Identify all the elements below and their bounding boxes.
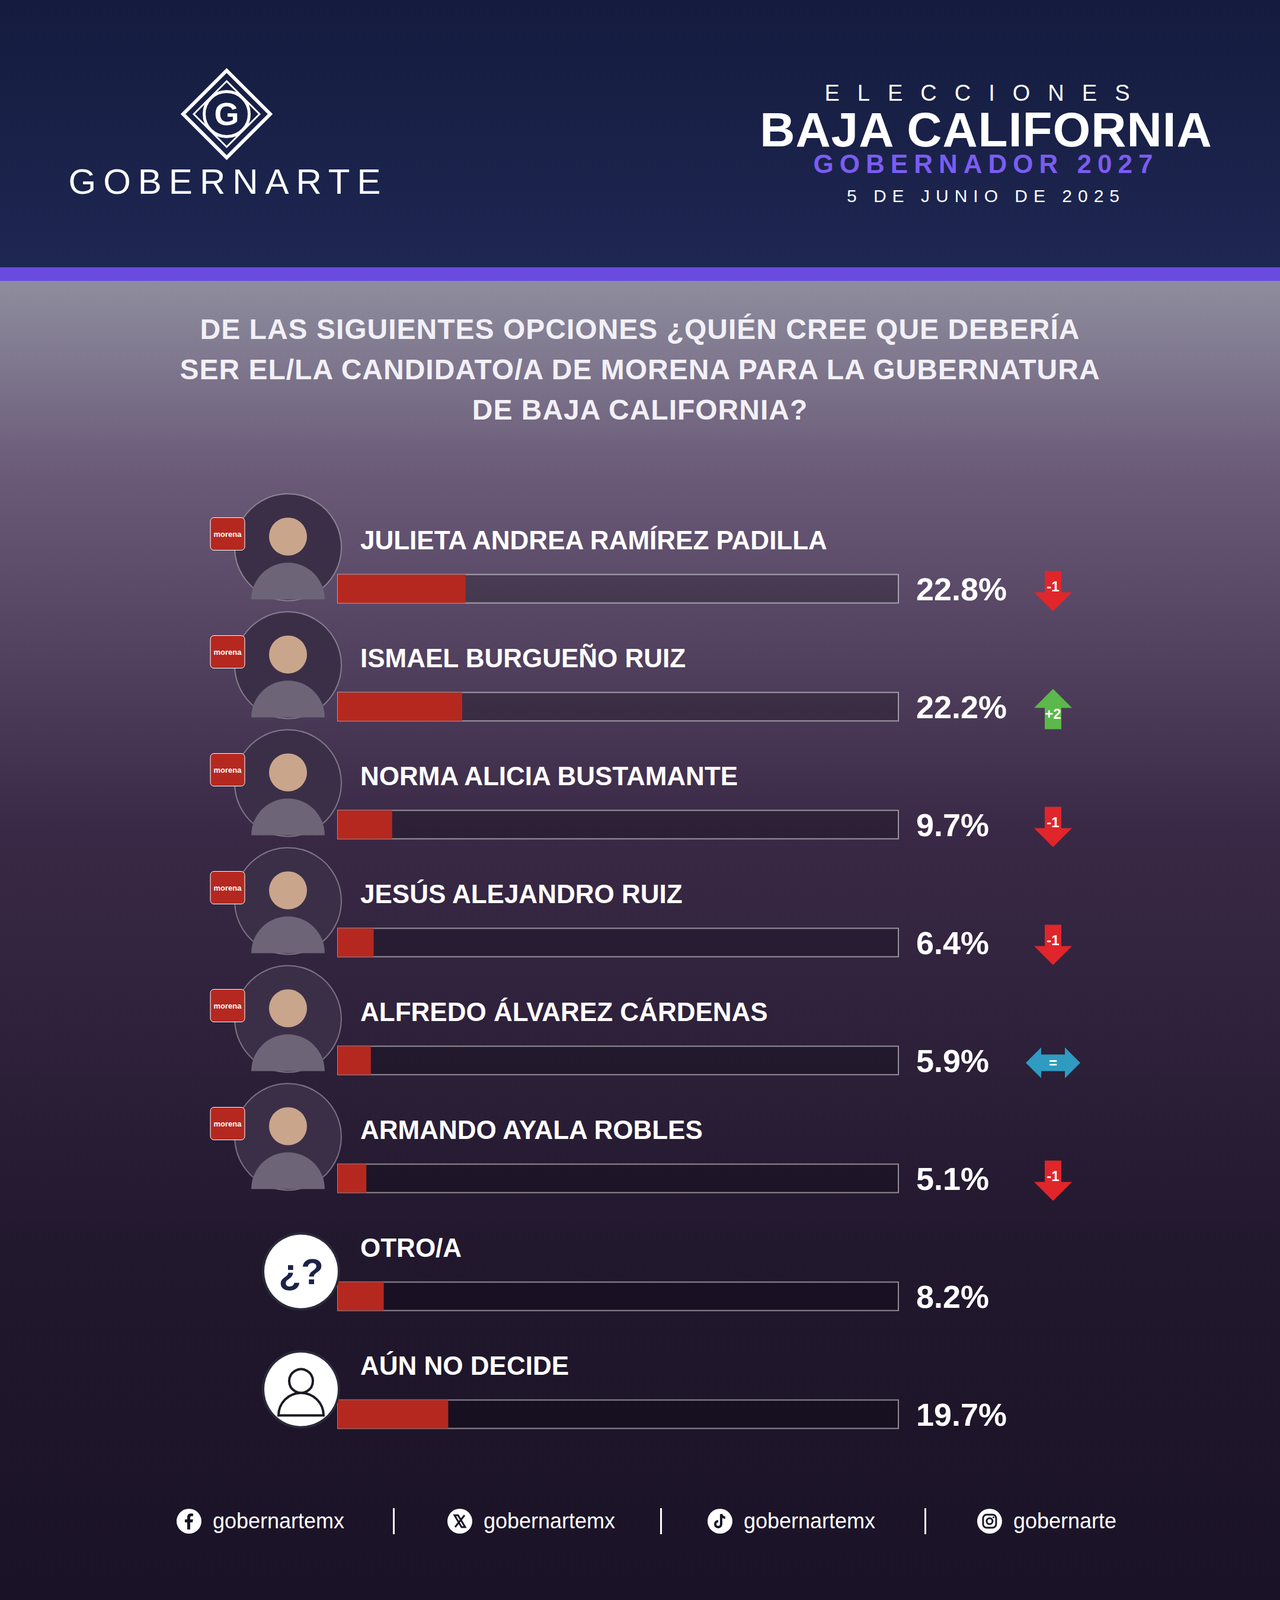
svg-text:morena: morena xyxy=(213,529,243,539)
svg-text:-1: -1 xyxy=(1046,1168,1059,1184)
svg-text:+2: +2 xyxy=(1044,705,1061,722)
svg-text:morena: morena xyxy=(213,765,243,775)
svg-text:¿?: ¿? xyxy=(278,1250,324,1292)
svg-text:morena: morena xyxy=(213,883,243,893)
svg-text:ALFREDO ÁLVAREZ CÁRDENAS: ALFREDO ÁLVAREZ CÁRDENAS xyxy=(360,997,768,1027)
svg-text:22.8%: 22.8% xyxy=(916,571,1007,607)
html-text:gobernartemx: gobernartemx xyxy=(743,1508,876,1534)
svg-text:ARMANDO AYALA ROBLES: ARMANDO AYALA ROBLES xyxy=(360,1115,703,1145)
svg-text:9.7%: 9.7% xyxy=(916,807,990,843)
svg-text:5.1%: 5.1% xyxy=(916,1160,990,1197)
html-text:gobernartemx: gobernartemx xyxy=(483,1508,616,1534)
svg-text:5.9%: 5.9% xyxy=(916,1042,990,1079)
svg-text:OTRO/A: OTRO/A xyxy=(360,1233,462,1263)
html-text:gobernarte: gobernarte xyxy=(1013,1508,1117,1534)
svg-text:22.2%: 22.2% xyxy=(916,689,1007,725)
svg-text:-1: -1 xyxy=(1046,814,1059,831)
svg-text:JESÚS ALEJANDRO RUIZ: JESÚS ALEJANDRO RUIZ xyxy=(360,879,683,909)
html-text:5 DE JUNIO DE 2025: 5 DE JUNIO DE 2025 xyxy=(846,186,1126,206)
svg-text:morena: morena xyxy=(213,1001,243,1011)
svg-text:19.7%: 19.7% xyxy=(916,1396,1007,1433)
html-text:ELECCIONES: ELECCIONES xyxy=(824,80,1148,106)
svg-text:6.4%: 6.4% xyxy=(916,925,990,961)
svg-text:JULIETA ANDREA RAMÍREZ PADILLA: JULIETA ANDREA RAMÍREZ PADILLA xyxy=(360,525,828,555)
html-text:GOBERNADOR 2027: GOBERNADOR 2027 xyxy=(813,149,1159,179)
svg-text:-1: -1 xyxy=(1046,932,1059,949)
html-text:gobernartemx: gobernartemx xyxy=(212,1508,345,1534)
svg-text:=: = xyxy=(1048,1054,1058,1071)
svg-text:morena: morena xyxy=(213,1119,243,1129)
html-text:GOBERNARTE: GOBERNARTE xyxy=(68,161,388,202)
svg-text:AÚN NO DECIDE: AÚN NO DECIDE xyxy=(360,1351,569,1381)
svg-text:ISMAEL BURGUEÑO RUIZ: ISMAEL BURGUEÑO RUIZ xyxy=(360,643,686,673)
html-text:BAJA CALIFORNIA: BAJA CALIFORNIA xyxy=(759,102,1213,157)
svg-text:-1: -1 xyxy=(1046,578,1059,595)
svg-text:8.2%: 8.2% xyxy=(916,1278,990,1315)
svg-text:NORMA ALICIA BUSTAMANTE: NORMA ALICIA BUSTAMANTE xyxy=(360,761,738,791)
svg-text:morena: morena xyxy=(213,647,243,657)
svg-text:G: G xyxy=(213,96,239,132)
html-text:DE LAS SIGUIENTES OPCIONES ¿QU: DE LAS SIGUIENTES OPCIONES ¿QUIÉN CREE Q… xyxy=(179,313,1101,426)
